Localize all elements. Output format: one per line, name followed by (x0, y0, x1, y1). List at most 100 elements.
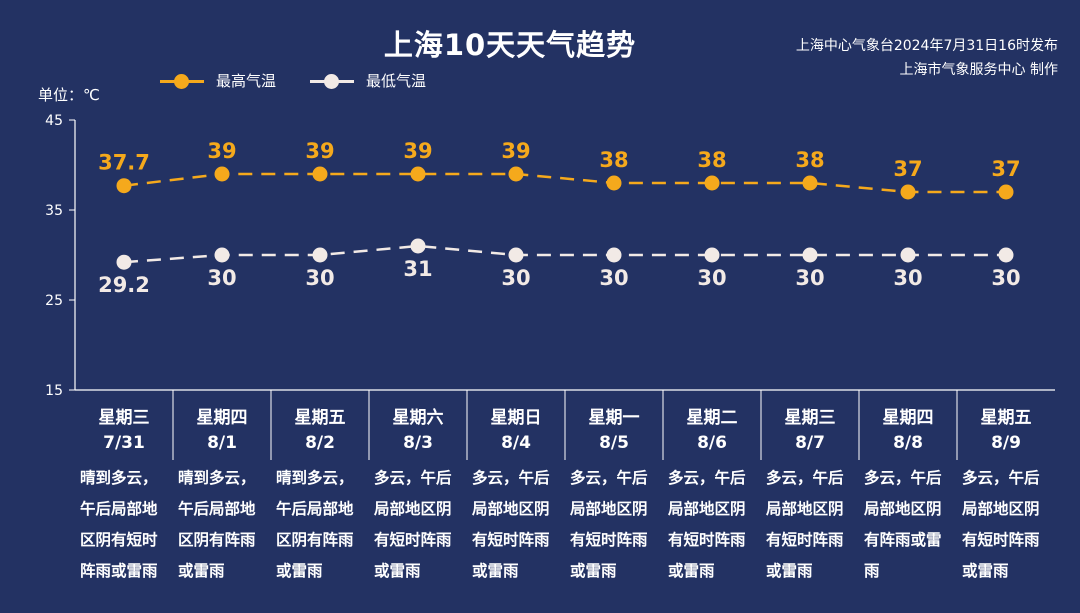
weather-description: 晴到多云， 午后局部地 区阴有阵雨 或雷雨 (178, 463, 270, 587)
point-low (508, 247, 524, 263)
date-label: 8/8 (893, 433, 923, 453)
weather-description-line: 午后局部地 (178, 500, 256, 518)
weather-description-line: 或雷雨 (570, 562, 617, 580)
weather-description-line: 局部地区阴 (472, 500, 550, 518)
y-tick-label: 25 (45, 293, 63, 309)
weather-description-line: 局部地区阴 (766, 500, 844, 518)
weather-description-line: 局部地区阴 (962, 500, 1040, 518)
point-high (606, 175, 622, 191)
point-high (508, 166, 524, 182)
weather-description: 多云，午后局部地区阴有短时阵雨或雷雨 (374, 463, 466, 587)
weather-description-line: 区阴有阵雨 (276, 531, 354, 549)
weather-description-line: 或雷雨 (178, 562, 225, 580)
weather-description-line: 有短时阵雨 (766, 531, 844, 549)
weather-description-line: 阵雨或雷雨 (80, 562, 158, 580)
point-high (214, 166, 230, 182)
weather-description-line: 有短时阵雨 (962, 531, 1040, 549)
publisher-line-1: 上海中心气象台2024年7月31日16时发布 (795, 38, 1058, 54)
weather-description-line: 有短时阵雨 (668, 531, 746, 549)
point-low (704, 247, 720, 263)
weather-description-line: 有阵雨或雷 (864, 531, 942, 549)
point-low (998, 247, 1014, 263)
weather-description-line: 有短时阵雨 (570, 531, 648, 549)
weather-description-line: 有短时阵雨 (374, 531, 452, 549)
y-tick-label: 15 (45, 383, 63, 399)
chart-title: 上海10天天气趋势 (383, 28, 637, 62)
date-label: 8/9 (991, 433, 1021, 453)
weather-description: 晴到多云， 午后局部地 区阴有阵雨 或雷雨 (276, 463, 368, 587)
y-tick-label: 35 (45, 203, 63, 219)
weather-description-line: 多云，午后 (668, 469, 746, 487)
data-label-low: 30 (207, 266, 236, 290)
data-label-low: 29.2 (98, 273, 150, 297)
weather-description: 多云，午后 局部地区阴 有短时阵雨 或雷雨 (668, 463, 760, 587)
point-high (900, 184, 916, 200)
data-label-low: 30 (599, 266, 628, 290)
date-label: 8/3 (403, 433, 433, 453)
date-label: 8/1 (207, 433, 237, 453)
data-label-high: 37.7 (98, 151, 150, 175)
weather-description-line: 多云，午后 (374, 469, 452, 487)
legend-item-low: 最低气温 (310, 70, 426, 91)
legend-swatch-high (160, 71, 204, 91)
data-label-low: 30 (991, 266, 1020, 290)
weather-description-line: 或雷雨 (374, 562, 421, 580)
weather-description-line: 区阴有阵雨 (178, 531, 256, 549)
unit-label: 单位：℃ (38, 86, 100, 104)
weather-description-line: 多云，午后 (766, 469, 844, 487)
legend-label-high: 最高气温 (216, 72, 277, 90)
weather-description: 多云，午后局部地区阴有短时阵雨或雷雨 (570, 463, 662, 587)
weather-description-line: 或雷雨 (962, 562, 1009, 580)
weather-description: 多云，午后局部地区阴有短时阵雨或雷雨 (962, 463, 1054, 587)
data-label-high: 39 (403, 139, 432, 163)
weather-description: 多云，午后 局部地区阴 有短时阵雨 或雷雨 (766, 463, 858, 587)
weather-description-line: 多云，午后 (864, 469, 942, 487)
date-label: 8/6 (697, 433, 727, 453)
weather-description-line: 雨 (864, 562, 880, 580)
weekday-label: 星期五 (980, 408, 1032, 428)
data-label-high: 38 (697, 148, 726, 172)
weather-description-line: 午后局部地 (276, 500, 354, 518)
weekday-label: 星期四 (196, 408, 248, 428)
weather-description: 多云，午后局部地区阴有阵雨或雷雨 (864, 463, 956, 587)
data-label-high: 39 (207, 139, 236, 163)
legend: 最高气温 最低气温 (160, 70, 460, 91)
data-label-high: 38 (599, 148, 628, 172)
weekday-label: 星期三 (784, 408, 836, 428)
data-label-high: 39 (305, 139, 334, 163)
weather-description-line: 区阴有短时 (80, 531, 158, 549)
weather-description: 多云，午后 局部地区阴 有短时阵雨 或雷雨 (472, 463, 564, 587)
legend-swatch-low (310, 71, 355, 91)
publisher-line-2: 上海市气象服务中心 制作 (899, 62, 1058, 78)
data-label-low: 30 (795, 266, 824, 290)
weather-description: 晴到多云， 午后局部地 区阴有短时 阵雨或雷雨 (80, 463, 172, 587)
weather-description-line: 多云，午后 (570, 469, 648, 487)
weather-description-line: 晴到多云， (80, 469, 158, 487)
data-label-low: 30 (697, 266, 726, 290)
data-label-low: 30 (893, 266, 922, 290)
weekday-label: 星期日 (490, 408, 542, 428)
weekday-label: 星期五 (294, 408, 346, 428)
weather-description-line: 或雷雨 (472, 562, 519, 580)
point-high (704, 175, 720, 191)
point-low (606, 247, 622, 263)
point-high (802, 175, 818, 191)
weather-description-line: 多云，午后 (962, 469, 1040, 487)
series-line-low (123, 244, 1006, 264)
weather-description-line: 局部地区阴 (374, 500, 452, 518)
point-high (312, 166, 328, 182)
data-label-low: 30 (501, 266, 530, 290)
point-low (312, 247, 328, 263)
weather-description-line: 局部地区阴 (668, 500, 746, 518)
series-line-high (123, 172, 1006, 194)
weekday-label: 星期一 (588, 408, 640, 428)
weather-description-line: 晴到多云， (276, 469, 354, 487)
weather-description-line: 局部地区阴 (864, 500, 942, 518)
point-low (214, 247, 230, 263)
weather-description-line: 局部地区阴 (570, 500, 648, 518)
point-high (998, 184, 1014, 200)
weather-description-line: 有短时阵雨 (472, 531, 550, 549)
point-low (900, 247, 916, 263)
date-label: 7/31 (103, 433, 145, 453)
